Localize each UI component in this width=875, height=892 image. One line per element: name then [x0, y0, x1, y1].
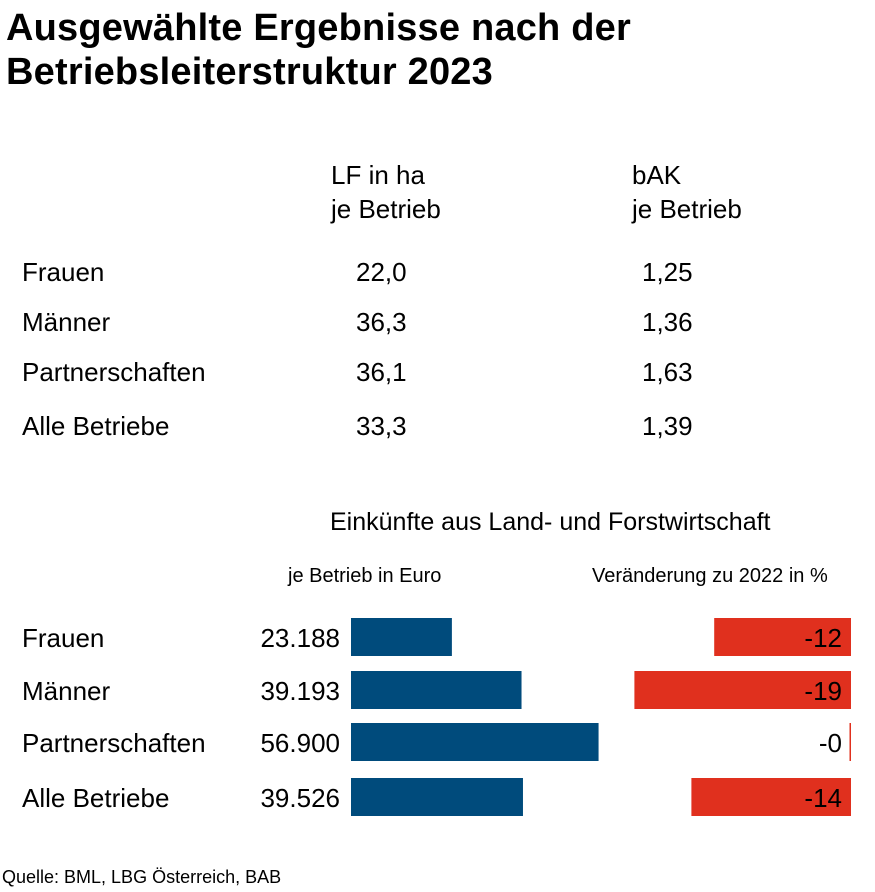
table-row-label: Alle Betriebe — [22, 411, 170, 441]
chart-category-label: Alle Betriebe — [22, 783, 169, 813]
chart-euro-value-label: 39.526 — [260, 783, 340, 813]
chart-change-bar — [691, 778, 851, 816]
chart-series-head-euro: je Betrieb in Euro — [288, 565, 442, 587]
table-cell-lf: 33,3 — [356, 411, 407, 441]
table-col-lf-header-line1: LF in ha — [331, 160, 425, 190]
chart-change-value-label: -19 — [804, 676, 842, 706]
chart-euro-value-label: 23.188 — [260, 623, 340, 653]
table-col-bak-header: bAK je Betrieb — [632, 158, 742, 226]
chart-change-bar — [634, 671, 851, 709]
table-row-label: Partnerschaften — [22, 357, 206, 387]
page-title: Ausgewählte Ergebnisse nach der Betriebs… — [6, 7, 631, 93]
table-cell-bak: 1,63 — [642, 357, 693, 387]
chart-title: Einkünfte aus Land- und Forstwirtschaft — [330, 508, 771, 536]
income-bar-chart: Frauen 23.188 -12 Männer 39.193 -19 Partnersch… — [22, 618, 851, 816]
table-cell-lf: 36,1 — [356, 357, 407, 387]
table-cell-lf: 22,0 — [356, 257, 407, 287]
table-row-label: Frauen — [22, 257, 105, 287]
table-col-bak-header-line2: je Betrieb — [632, 194, 742, 224]
table-cell-bak: 1,36 — [642, 307, 693, 337]
chart-category-label: Männer — [22, 676, 110, 706]
table-cell-lf: 36,3 — [356, 307, 407, 337]
chart-category-label: Partnerschaften — [22, 728, 206, 758]
chart-change-value-label: -0 — [819, 728, 842, 758]
chart-euro-bar — [351, 618, 452, 656]
table-col-lf-header-line2: je Betrieb — [331, 194, 441, 224]
chart-change-bar — [849, 723, 851, 761]
chart-euro-bar — [351, 671, 522, 709]
chart-euro-bar — [351, 723, 599, 761]
chart-change-value-label: -14 — [804, 783, 842, 813]
chart-category-label: Frauen — [22, 623, 104, 653]
table-cell-bak: 1,25 — [642, 257, 693, 287]
chart-series-head-change: Veränderung zu 2022 in % — [592, 565, 828, 587]
source-note: Quelle: BML, LBG Österreich, BAB — [2, 867, 282, 887]
chart-change-value-label: -12 — [804, 623, 842, 653]
chart-euro-value-label: 56.900 — [260, 728, 340, 758]
chart-euro-value-label: 39.193 — [260, 676, 340, 706]
table-col-bak-header-line1: bAK — [632, 160, 682, 190]
table-col-lf-header: LF in ha je Betrieb — [331, 158, 441, 226]
chart-euro-bar — [351, 778, 523, 816]
table-row-label: Männer — [22, 307, 111, 337]
chart-change-bar — [714, 618, 851, 656]
table-cell-bak: 1,39 — [642, 411, 693, 441]
